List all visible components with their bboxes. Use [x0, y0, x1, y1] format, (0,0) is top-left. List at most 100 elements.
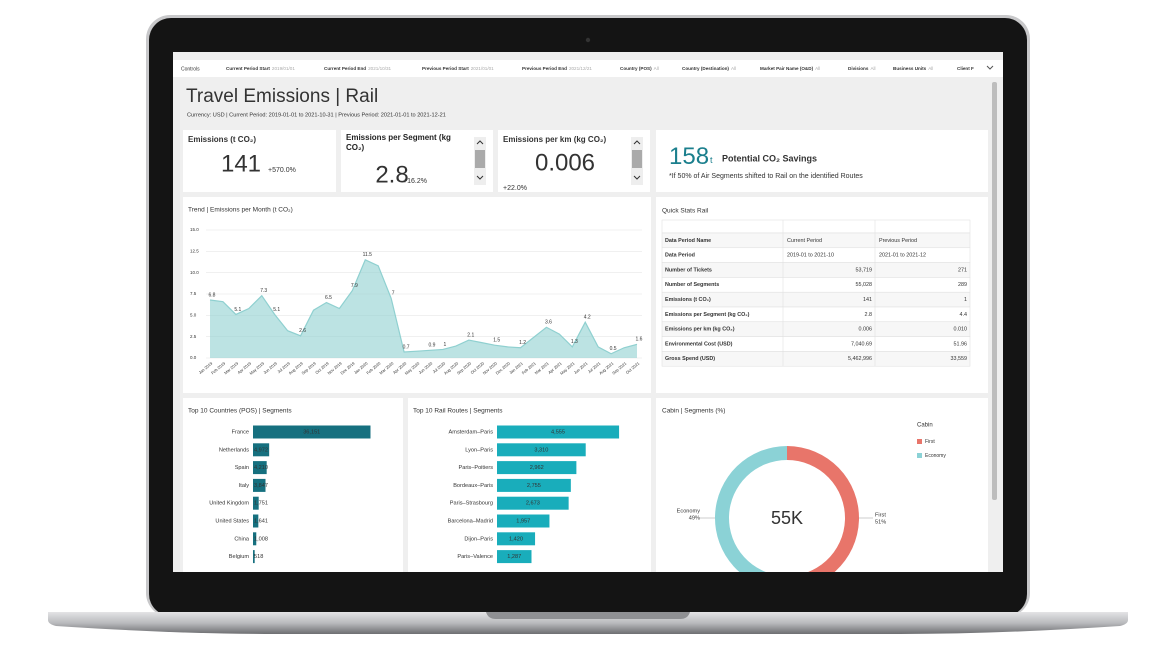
table-header-blank: [661, 219, 971, 234]
control-item: Country (POS) All: [620, 66, 659, 71]
value-label: 1,287: [507, 554, 521, 560]
chart-title: Cabin | Segments (%): [662, 408, 725, 415]
data-label: 1.6: [636, 337, 643, 343]
value-label: 4,210: [254, 465, 268, 471]
bar: [253, 461, 267, 475]
data-label: 1.3: [571, 339, 578, 345]
bar: [253, 514, 259, 528]
kpi-change: +16.2%: [403, 178, 427, 185]
y-tick-label: 7.5: [190, 291, 197, 296]
category-label: France: [232, 429, 249, 435]
slice-label: First: [875, 512, 886, 518]
bar: [497, 532, 536, 546]
bar: [253, 532, 257, 546]
chart-title: Top 10 Countries (POS) | Segments: [188, 408, 292, 415]
table-cell: Number of Tickets: [665, 267, 712, 273]
category-label: United Kingdom: [209, 501, 249, 507]
table-cell: Emissions per km (kg CO₂): [665, 327, 735, 333]
kpi-card: [183, 130, 336, 192]
y-tick-label: 12.5: [190, 249, 199, 254]
controls-title: Controls: [181, 66, 200, 72]
control-item: Current Period End 2021/10/31: [324, 66, 392, 71]
category-label: Paris–Poitiers: [458, 465, 493, 471]
bar: [497, 514, 550, 528]
table-cell: Gross Spend (USD): [665, 356, 715, 362]
bar: [497, 461, 577, 475]
control-label: Previous Period Start: [422, 66, 469, 71]
kpi-card: [341, 130, 493, 192]
savings-unit: t: [710, 155, 713, 165]
value-label: 1,751: [254, 501, 268, 507]
scrollbar-thumb[interactable]: [632, 150, 642, 168]
bar: [253, 443, 270, 457]
table-cell: 0.006: [859, 327, 873, 333]
control-label: Current Period End: [324, 66, 366, 71]
control-label: Business Units: [893, 66, 927, 71]
control-label: Previous Period End: [522, 66, 567, 71]
category-label: Lyon–Paris: [465, 447, 493, 453]
kpi-change: +22.0%: [503, 185, 527, 192]
bar: [253, 478, 266, 492]
bar: [497, 550, 532, 564]
kpi-title-box: Emissions per Segment (kg CO₂): [346, 133, 451, 152]
laptop-notch: [486, 612, 690, 619]
data-label: 6.8: [209, 292, 216, 298]
page-scrollbar[interactable]: [992, 82, 997, 500]
data-label: 5.1: [273, 307, 280, 313]
savings-title: Potential CO₂ Savings: [722, 153, 817, 163]
savings-card: [656, 130, 988, 192]
bar: [497, 496, 569, 510]
table-cell: 7,040.69: [851, 341, 872, 347]
category-label: Spain: [235, 465, 249, 471]
slice-label: Economy: [677, 508, 701, 514]
value-label: 3,310: [534, 447, 548, 453]
bar: [497, 478, 571, 492]
table-cell: Data Period: [665, 253, 695, 259]
controls-expand-icon[interactable]: [986, 65, 994, 70]
savings-note: *If 50% of Air Segments shifted to Rail …: [669, 173, 863, 180]
kpi-card: [498, 130, 650, 192]
control-label: Divisions: [848, 66, 869, 71]
category-label: Paris–Strasbourg: [450, 501, 493, 507]
category-label: China: [234, 536, 250, 542]
category-label: Netherlands: [219, 447, 249, 453]
y-tick-label: 15.0: [190, 227, 199, 232]
chart-title: Top 10 Rail Routes | Segments: [413, 408, 503, 415]
data-label: 2.1: [467, 332, 474, 338]
category-label: Italy: [239, 483, 249, 489]
scrollbar-thumb[interactable]: [475, 150, 485, 168]
control-value: 2021/01/01: [471, 66, 494, 71]
value-label: 1,641: [254, 518, 268, 524]
data-label: 6.5: [325, 295, 332, 301]
table-cell: 55,028: [856, 282, 873, 288]
countries-panel: [183, 398, 403, 572]
cabin-panel: [656, 398, 988, 572]
kpi-change: +570.0%: [268, 167, 296, 174]
control-item: Business Units All: [893, 66, 933, 71]
bar: [497, 443, 586, 457]
table-row: [661, 351, 971, 367]
table-cell: Current Period: [787, 238, 822, 244]
control-value: All: [815, 66, 820, 71]
scroll-arrows[interactable]: [476, 140, 641, 180]
table-cell: Number of Segments: [665, 282, 719, 288]
value-label: 2,673: [526, 501, 540, 507]
controls-bar: [173, 60, 1003, 77]
legend-label: First: [925, 439, 935, 445]
data-label: 2.6: [299, 328, 306, 334]
control-label: Country (Destination): [682, 66, 729, 71]
legend-label: Economy: [925, 453, 946, 459]
table-cell: Previous Period: [879, 238, 917, 244]
bar: [253, 496, 259, 510]
data-label: 5.1: [234, 307, 241, 313]
kpi-value: 141: [221, 150, 261, 177]
category-label: Belgium: [229, 554, 250, 560]
category-label: Amsterdam–Paris: [449, 429, 494, 435]
page-title: Travel Emissions | Rail: [186, 86, 378, 107]
category-label: Bordeaux–Paris: [453, 483, 493, 489]
bar: [497, 425, 620, 439]
category-label: Paris–Valence: [457, 554, 493, 560]
donut-center-label: 55K: [771, 508, 803, 528]
savings-value: 158: [669, 143, 709, 170]
